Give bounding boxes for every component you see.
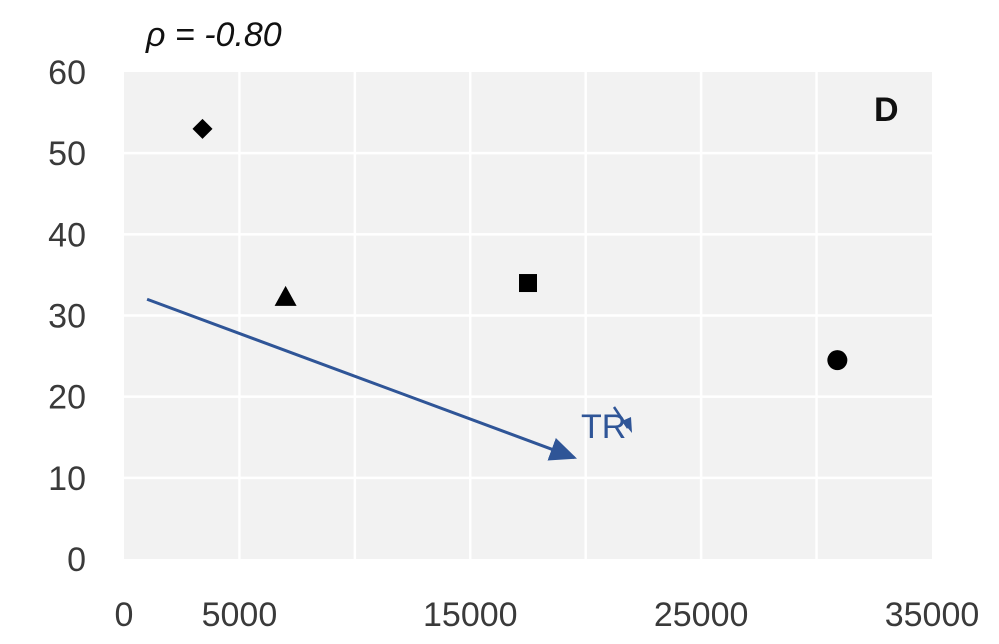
x-tick-label: 5000: [202, 596, 278, 634]
panel-label: D: [874, 91, 899, 129]
y-tick-label: 20: [48, 379, 86, 417]
x-tick-label: 25000: [654, 596, 749, 634]
trend-label-arrowhead-icon: [622, 417, 632, 433]
y-tick-label: 50: [48, 135, 86, 173]
x-tick-label: 35000: [885, 596, 980, 634]
data-point-square: [519, 274, 537, 293]
trend-arrow: [146, 297, 577, 461]
correlation-label: ρ = -0.80: [145, 16, 282, 54]
data-point-circle: [827, 350, 848, 371]
data-point-diamond: [192, 118, 213, 139]
data-points: [192, 118, 848, 371]
y-tick-label: 30: [48, 298, 86, 336]
y-tick-label: 10: [48, 460, 86, 498]
y-tick-label: 0: [67, 541, 86, 579]
x-tick-label: 0: [115, 596, 134, 634]
gridlines: [124, 72, 932, 559]
x-axis-ticks: 0 5000 15000 25000 35000: [115, 596, 980, 634]
y-tick-label: 60: [48, 54, 86, 92]
trend-line-group: TR: [146, 297, 632, 461]
y-axis-ticks: 0 10 20 30 40 50 60: [48, 54, 86, 579]
data-point-triangle: [274, 285, 297, 306]
x-tick-label: 15000: [423, 596, 518, 634]
y-tick-label: 40: [48, 216, 86, 254]
